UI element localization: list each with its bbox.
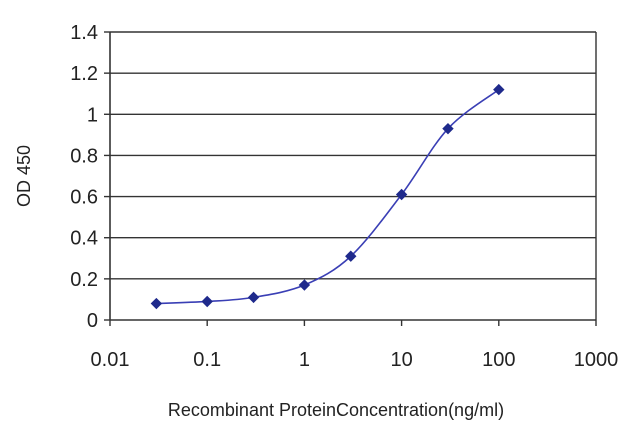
x-tick-labels: 0.01 0.1 1 10 100 1000	[91, 349, 619, 371]
data-point-marker	[442, 122, 454, 135]
y-tick-label: 0	[87, 310, 98, 332]
x-tick-label: 1000	[574, 349, 619, 371]
x-tick-label: 0.01	[91, 349, 130, 371]
grid-lines	[110, 31, 596, 280]
x-tick-label: 10	[390, 349, 412, 371]
y-tick-label: 1	[87, 104, 98, 126]
data-point-marker	[298, 279, 311, 291]
x-axis-label: Recombinant ProteinConcentration(ng/ml)	[168, 400, 504, 420]
y-tick-label: 0.2	[70, 269, 98, 291]
data-point-marker	[493, 83, 505, 96]
data-point-marker	[201, 295, 213, 308]
data-point-marker	[395, 188, 408, 201]
y-tick-labels: 0 0.2 0.4 0.6 0.8 1 1.2 1.4	[70, 22, 98, 332]
y-tick-label: 0.4	[70, 228, 98, 250]
y-tick-label: 0.6	[70, 187, 98, 209]
y-axis-label: OD 450	[14, 145, 34, 207]
y-tick-label: 1.2	[70, 63, 98, 85]
series-group	[150, 83, 505, 310]
x-tick-label: 0.1	[193, 349, 221, 371]
axes	[104, 31, 597, 326]
x-tick-label: 1	[299, 349, 310, 371]
x-tick-label: 100	[482, 349, 515, 371]
data-point-marker	[345, 250, 357, 262]
data-point-marker	[247, 291, 260, 304]
y-tick-label: 1.4	[70, 22, 98, 44]
y-tick-label: 0.8	[70, 145, 98, 167]
data-point-marker	[150, 297, 163, 310]
